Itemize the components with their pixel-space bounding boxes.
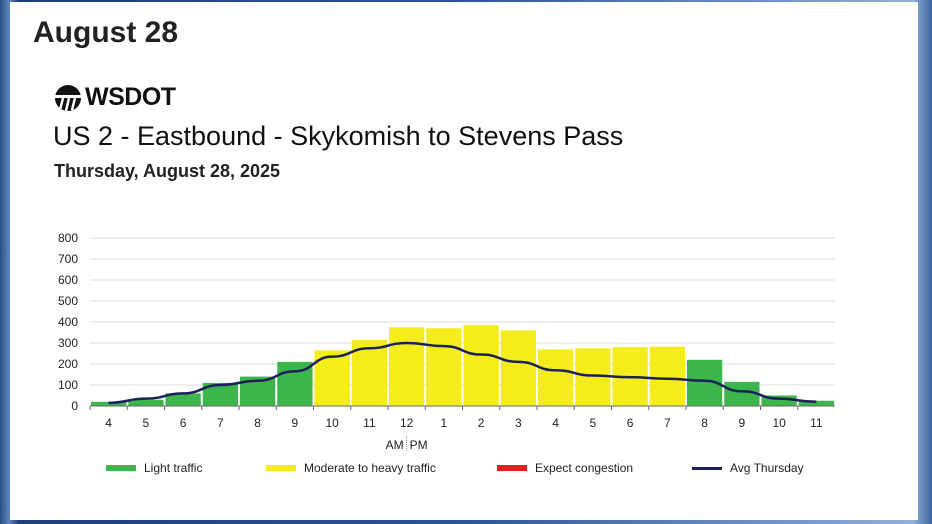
legend: Light traffic Moderate to heavy traffic …	[0, 461, 932, 481]
x-tick-label: 8	[701, 416, 708, 430]
x-tick-label: 10	[772, 416, 786, 430]
x-tick-label: 7	[217, 416, 224, 430]
x-tick-label: 11	[363, 416, 376, 430]
x-tick-label: 9	[292, 416, 299, 430]
y-tick-label: 0	[71, 399, 78, 413]
x-tick-label: 3	[515, 416, 522, 430]
bar	[538, 349, 574, 406]
bar	[761, 395, 797, 406]
date-title: August 28	[33, 16, 179, 49]
x-tick-label: 4	[552, 416, 559, 430]
x-tick-label: 4	[105, 416, 112, 430]
bar	[463, 325, 499, 406]
y-tick-label: 300	[58, 336, 78, 350]
legend-label: Avg Thursday	[730, 461, 804, 475]
legend-swatch	[692, 466, 722, 470]
logo-text: WSDOT	[85, 83, 176, 111]
legend-swatch	[497, 465, 527, 471]
x-tick-label: 7	[664, 416, 671, 430]
x-tick-label: 6	[627, 416, 634, 430]
wsdot-logo: WSDOT	[54, 83, 176, 112]
legend-label: Moderate to heavy traffic	[304, 461, 436, 475]
legend-swatch	[106, 465, 136, 471]
y-tick-label: 600	[58, 273, 78, 287]
bar	[649, 346, 685, 406]
y-tick-label: 400	[58, 315, 78, 329]
y-tick-label: 100	[58, 378, 78, 392]
legend-swatch	[266, 465, 296, 471]
avg-thursday-line	[108, 341, 817, 405]
wsdot-emblem-icon	[55, 84, 81, 111]
legend-label: Light traffic	[144, 461, 203, 475]
x-tick-label: 6	[180, 416, 187, 430]
chart-card	[10, 2, 918, 520]
x-tick-label: 11	[810, 416, 823, 430]
legend-label: Expect congestion	[535, 461, 634, 475]
x-tick-label: 10	[325, 416, 339, 430]
y-tick-label: 700	[58, 252, 78, 266]
x-tick-label: 8	[254, 416, 261, 430]
y-tick-label: 800	[58, 231, 78, 245]
route-title: US 2 - Eastbound - Skykomish to Stevens …	[53, 121, 624, 151]
chart-subtitle: Thursday, August 28, 2025	[54, 161, 281, 181]
x-tick-label: 5	[143, 416, 150, 430]
pm-label: PM	[410, 438, 428, 452]
bar	[389, 327, 425, 406]
bar	[426, 328, 462, 406]
legend-moderate: Moderate to heavy traffic	[266, 461, 436, 475]
bar	[128, 399, 164, 406]
x-tick-label: 9	[739, 416, 746, 430]
x-tick-label: 1	[441, 416, 448, 430]
am-label: AM	[386, 438, 404, 452]
bar	[798, 400, 834, 406]
y-tick-label: 200	[58, 357, 78, 371]
legend-light: Light traffic	[106, 461, 202, 475]
y-tick-label: 500	[58, 294, 78, 308]
bar	[202, 382, 238, 406]
x-tick-label: 5	[590, 416, 597, 430]
bar	[165, 393, 201, 406]
bar	[500, 330, 536, 406]
x-tick-label: 2	[478, 416, 485, 430]
x-tick-label: 12	[400, 416, 414, 430]
legend-congestion: Expect congestion	[497, 461, 633, 475]
legend-avg: Avg Thursday	[692, 461, 804, 475]
